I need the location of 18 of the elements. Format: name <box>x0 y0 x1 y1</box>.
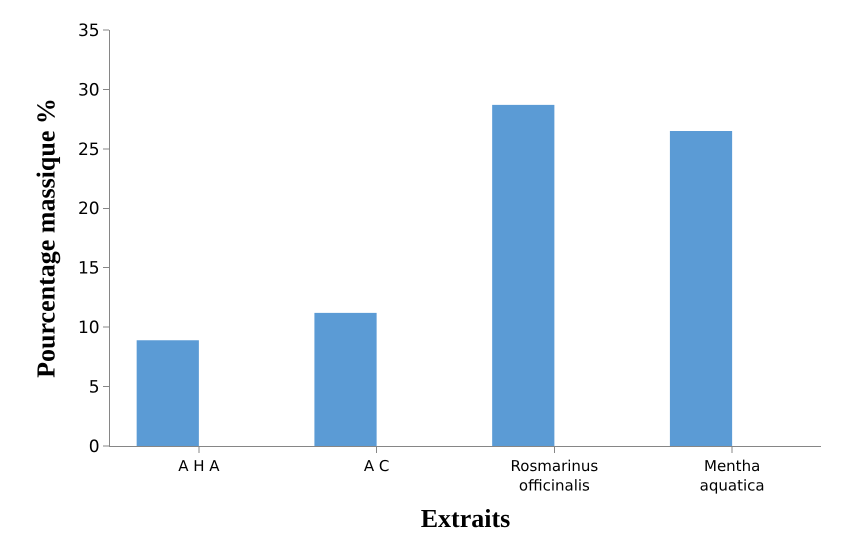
bar <box>136 340 199 446</box>
bar <box>314 312 377 446</box>
y-tick-label: 15 <box>78 258 100 279</box>
bar <box>492 104 554 446</box>
y-tick-label: 5 <box>88 378 100 398</box>
y-tick-label: 0 <box>88 436 100 457</box>
y-tick-label: 10 <box>78 318 100 338</box>
x-axis-title: Extraits <box>420 504 510 534</box>
y-tick-label: 35 <box>78 20 100 41</box>
y-tick-label: 25 <box>78 140 100 160</box>
x-tick-label: A H A <box>178 457 220 475</box>
y-axis-title: Pourcentage massique % <box>31 98 60 378</box>
x-tick-label: Rosmarinus officinalis <box>510 457 598 494</box>
bar <box>670 131 732 446</box>
y-tick-label: 30 <box>78 80 100 100</box>
x-tick-label: A C <box>364 457 390 475</box>
y-tick-label: 20 <box>78 199 100 220</box>
x-tick-label: Mentha aquatica <box>700 457 765 494</box>
